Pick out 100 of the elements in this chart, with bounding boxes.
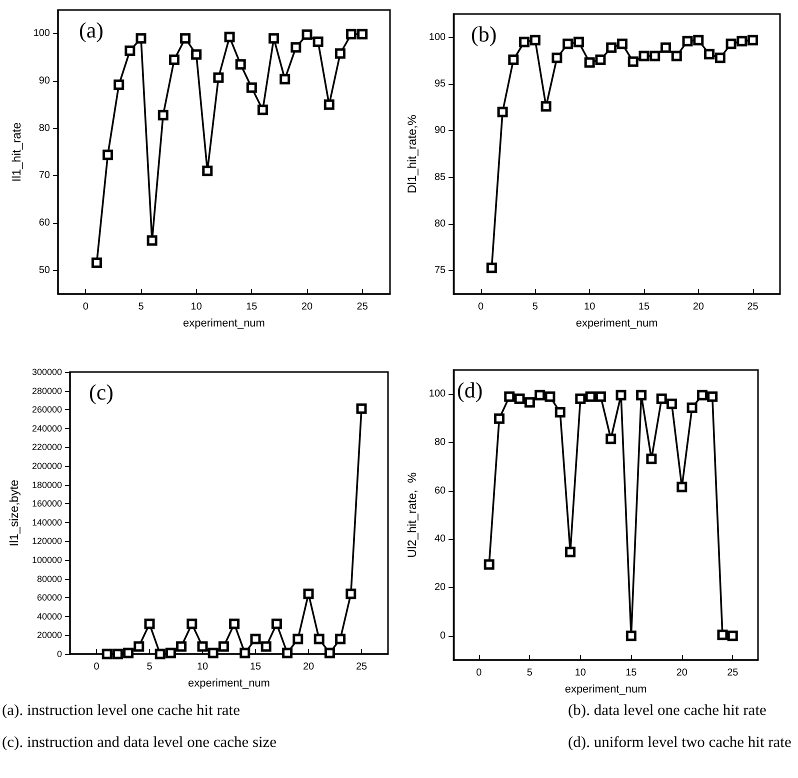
point: [726, 38, 736, 50]
point: [154, 648, 166, 660]
point: [508, 54, 519, 65]
point: [693, 34, 704, 46]
y-tick-label: 50: [38, 264, 50, 276]
point: [180, 33, 191, 44]
y-tick-label: 300000: [32, 367, 62, 377]
point: [544, 391, 556, 402]
y-tick-label: 90: [38, 76, 50, 86]
x-tick-label: 0: [94, 662, 100, 672]
point: [346, 588, 356, 600]
point: [124, 45, 136, 56]
point: [240, 648, 250, 658]
x-tick-label: 20: [692, 302, 704, 312]
point: [158, 110, 168, 120]
point: [696, 390, 708, 400]
point: [486, 262, 497, 274]
point: [616, 38, 628, 50]
point: [250, 634, 261, 644]
y-tick-label: 0: [440, 630, 446, 642]
point: [636, 390, 647, 400]
y-tick-label: 20: [434, 582, 446, 593]
point: [514, 394, 525, 404]
point: [290, 42, 302, 53]
x-tick-label: 25: [356, 302, 368, 312]
x-tick-label: 5: [532, 302, 538, 312]
point: [530, 34, 540, 46]
x-tick-label: 25: [747, 302, 759, 312]
x-tick-label: 20: [301, 302, 313, 312]
y-tick-label: 100000: [32, 555, 62, 565]
point: [91, 258, 102, 268]
point: [312, 36, 324, 47]
y-axis-title: Ul2_hit_rate, %: [405, 472, 419, 558]
point: [346, 28, 357, 40]
point: [229, 618, 240, 630]
point: [628, 56, 638, 67]
y-tick-label: 180000: [32, 480, 62, 490]
point: [666, 398, 677, 410]
point: [208, 648, 218, 658]
point: [748, 34, 758, 46]
point: [114, 80, 124, 90]
y-tick-label: 70: [38, 170, 50, 182]
y-tick-label: 200000: [32, 461, 62, 471]
point: [540, 101, 552, 112]
point: [146, 235, 158, 246]
point: [584, 57, 595, 68]
x-tick-label: 15: [626, 668, 638, 678]
y-tick-label: 85: [434, 172, 446, 183]
y-axis-title: Dl1_hit_rate,%: [405, 114, 419, 194]
x-tick-label: 25: [727, 668, 739, 678]
point: [356, 403, 367, 414]
x-axis-title: experiment_num: [183, 318, 265, 330]
point: [303, 588, 314, 600]
chart-title: (b): [471, 22, 497, 46]
point: [682, 36, 693, 46]
point: [686, 402, 698, 413]
point: [357, 28, 368, 40]
point: [197, 641, 208, 652]
y-tick-label: 160000: [32, 498, 62, 509]
point: [282, 648, 293, 658]
point: [213, 72, 224, 83]
point: [671, 50, 682, 62]
point: [168, 54, 180, 65]
chart-title: (c): [89, 380, 114, 404]
point: [562, 38, 574, 50]
point: [616, 390, 626, 400]
point: [112, 648, 123, 660]
point: [218, 641, 229, 652]
y-tick-label: 0: [56, 649, 62, 659]
point: [494, 413, 504, 424]
y-tick-label: 240000: [32, 423, 62, 434]
point: [585, 391, 596, 402]
point: [186, 618, 198, 630]
y-axis-title: Il1_hit_rate: [9, 122, 24, 182]
y-tick-label: 95: [434, 78, 446, 90]
x-tick-label: 20: [302, 662, 314, 672]
y-tick-label: 140000: [32, 517, 62, 528]
chart-title: (a): [79, 18, 104, 42]
y-tick-label: 100: [428, 388, 446, 400]
point: [224, 32, 235, 42]
x-tick-label: 10: [196, 662, 208, 672]
y-tick-label: 60000: [36, 592, 62, 603]
y-tick-label: 60: [38, 218, 50, 228]
chart-title: (d): [457, 378, 483, 402]
y-tick-label: 100: [428, 32, 446, 43]
point: [638, 50, 650, 62]
y-tick-label: 220000: [32, 442, 62, 452]
point: [324, 99, 334, 110]
point: [717, 630, 728, 640]
point: [704, 48, 715, 60]
y-tick-label: 120000: [32, 536, 62, 546]
point: [268, 33, 280, 44]
point: [524, 397, 535, 408]
point: [144, 618, 155, 630]
point: [136, 33, 146, 44]
point: [595, 54, 606, 65]
text: (a). instruction level one cache hit rate: [2, 702, 240, 720]
x-tick-label: 20: [676, 668, 688, 678]
x-tick-label: 0: [82, 302, 89, 312]
point: [335, 634, 346, 644]
